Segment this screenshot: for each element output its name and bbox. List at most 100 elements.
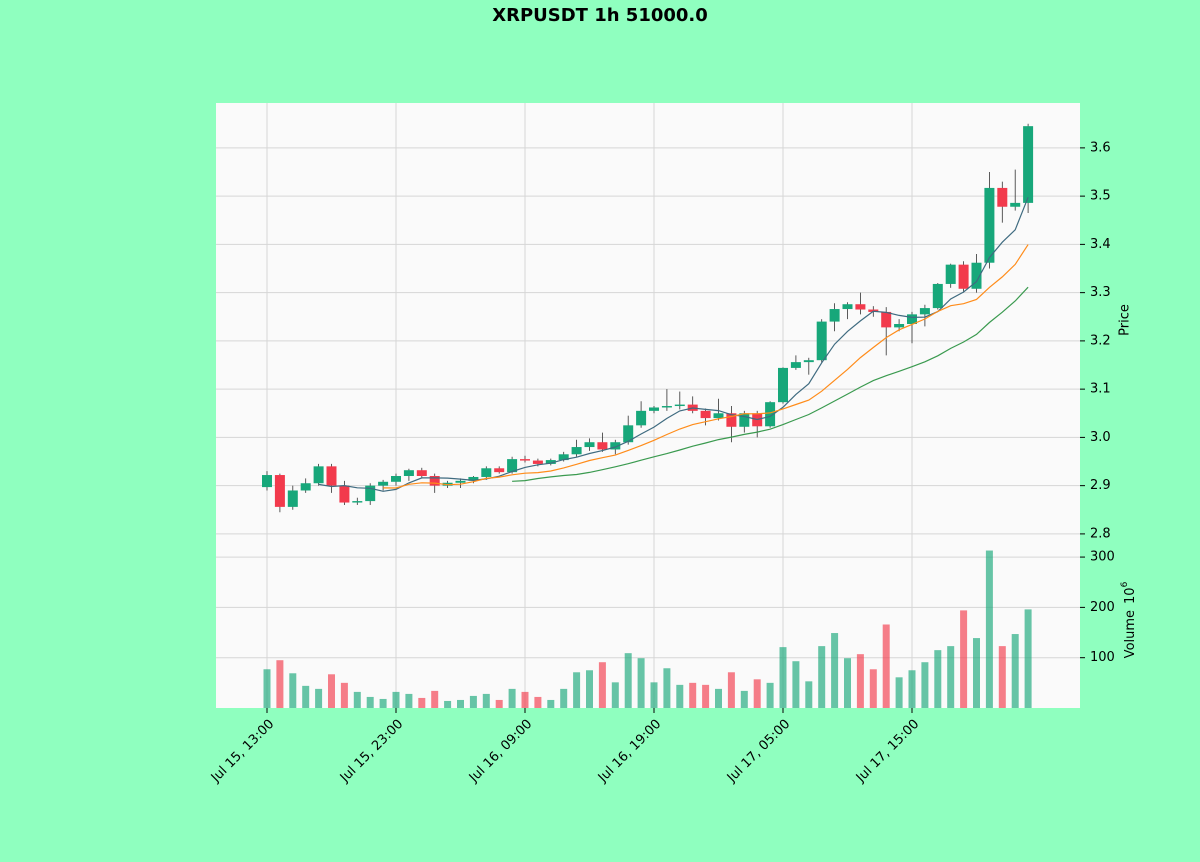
volume-bar — [457, 699, 464, 708]
candle-body — [803, 360, 814, 363]
x-tick-label: Jul 16, 19:00 — [595, 717, 664, 786]
volume-bar — [315, 688, 323, 708]
candle-body — [700, 410, 711, 419]
candle-body — [971, 262, 982, 289]
candle-body — [855, 304, 866, 310]
candle-body — [765, 402, 776, 427]
candle-body — [403, 470, 414, 476]
candle-body — [520, 459, 530, 461]
x-tick-label: Jul 15, 23:00 — [337, 717, 406, 786]
volume-bar — [624, 653, 632, 708]
candle-body — [287, 490, 298, 507]
candle-body — [313, 466, 324, 484]
volume-bar — [998, 646, 1006, 708]
plot-area — [216, 103, 1080, 708]
volume-bar — [611, 682, 619, 708]
candle-body — [468, 476, 479, 481]
candle-body — [507, 459, 518, 473]
volume-bar — [637, 658, 645, 708]
candle-body — [726, 413, 737, 427]
candle-body — [558, 454, 569, 461]
chart-title: XRPUSDT 1h 51000.0 — [492, 5, 708, 26]
y-tick-label: 2.8 — [1090, 526, 1111, 541]
candle-body — [636, 410, 647, 426]
candle-body — [339, 485, 350, 503]
candle-body — [881, 311, 892, 328]
candle-body — [610, 442, 621, 450]
candle-body — [1010, 202, 1021, 207]
candle-body — [545, 460, 556, 464]
candle-body — [932, 283, 943, 309]
volume-bar — [740, 690, 748, 708]
volume-bar — [818, 646, 826, 708]
candle-body — [365, 485, 376, 502]
y-tick-label: 3.2 — [1090, 333, 1111, 348]
volume-bar — [328, 674, 335, 708]
volume-bar — [947, 646, 955, 708]
candle-body — [584, 442, 595, 448]
volume-bar — [508, 688, 516, 708]
candle-body — [481, 468, 492, 477]
volume-bar — [663, 668, 671, 708]
volume-bar — [379, 698, 387, 708]
volume-bar — [844, 658, 851, 708]
volume-bar — [495, 699, 503, 708]
candle-body — [262, 475, 272, 488]
volume-bar — [985, 550, 993, 708]
volume-bar — [689, 682, 697, 708]
volume-bar — [547, 699, 555, 708]
candle-body — [790, 362, 801, 368]
candle-body — [958, 264, 969, 289]
volume-bar — [560, 688, 568, 708]
volume-bar — [960, 610, 968, 708]
candle-body — [274, 475, 285, 507]
volume-bar — [469, 695, 477, 708]
y-tick-label: 3.1 — [1090, 382, 1111, 397]
candle-body — [894, 324, 905, 328]
volume-bar — [521, 691, 529, 708]
volume-bar — [418, 697, 426, 708]
candle-body — [739, 413, 750, 427]
volume-bar — [727, 672, 735, 708]
y-tick-label: 3.5 — [1090, 189, 1111, 204]
y-tick-label: 3.6 — [1090, 140, 1111, 155]
volume-bar — [444, 700, 452, 708]
volume-bar — [392, 691, 400, 708]
candle-body — [829, 309, 840, 322]
volume-bar — [586, 670, 593, 708]
volume-bar — [895, 677, 903, 708]
candle-body — [907, 314, 917, 324]
volume-bar — [573, 672, 581, 708]
volume-bar — [1024, 609, 1032, 708]
volume-bar — [792, 661, 800, 708]
x-tick-label: Jul 17, 15:00 — [853, 717, 922, 786]
volume-tick-label: 200 — [1090, 600, 1115, 615]
candle-body — [623, 425, 634, 443]
volume-bar — [753, 679, 761, 708]
candle-body — [713, 413, 724, 419]
volume-bar — [263, 669, 271, 708]
candle-body — [326, 466, 337, 486]
x-tick-label: Jul 16, 09:00 — [466, 717, 535, 786]
volume-bar — [805, 681, 813, 708]
y-axis-label: Price — [1118, 304, 1133, 336]
candle-body — [571, 447, 582, 455]
candle-body — [919, 308, 930, 315]
volume-bar — [366, 696, 374, 708]
volume-bar — [482, 693, 490, 708]
x-tick-label: Jul 17, 05:00 — [724, 717, 793, 786]
volume-bar — [340, 682, 348, 708]
volume-bar — [856, 654, 864, 708]
volume-bar — [650, 682, 658, 708]
candle-body — [816, 321, 827, 361]
volume-bar — [534, 696, 542, 708]
candle-body — [649, 407, 659, 411]
candle-body — [300, 483, 311, 491]
candle-body — [352, 501, 363, 503]
volume-bar — [276, 660, 284, 708]
volume-bar — [302, 685, 310, 708]
candle-body — [416, 470, 427, 476]
volume-bar — [779, 647, 787, 708]
volume-bar — [405, 693, 413, 708]
